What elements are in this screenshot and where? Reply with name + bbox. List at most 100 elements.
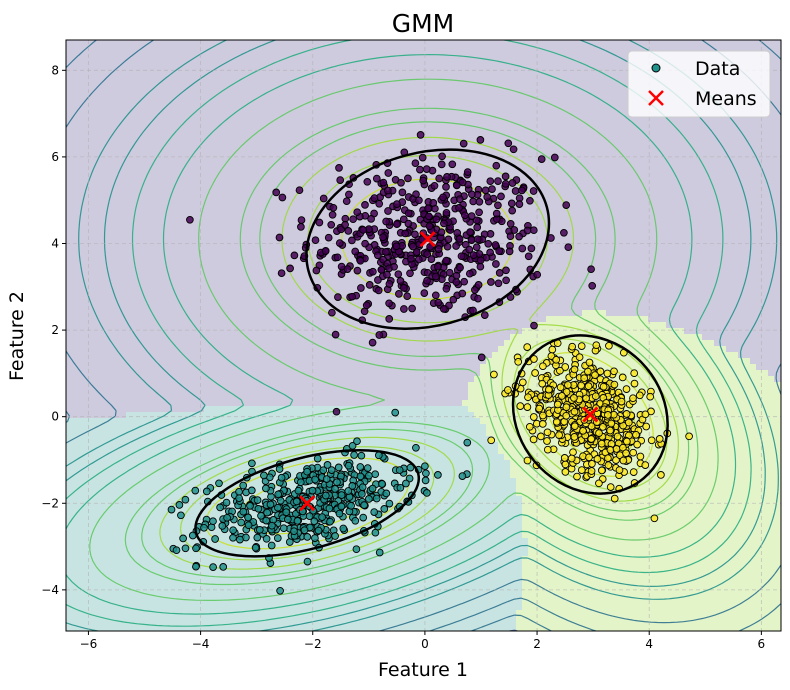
region-cell-cluster-1 [750, 130, 757, 137]
region-cell-cluster-1 [492, 70, 499, 77]
region-cell-cluster-1 [540, 148, 547, 155]
region-cell-cluster-1 [594, 148, 601, 155]
region-cell-cluster-1 [510, 250, 517, 257]
region-cell-cluster-1 [138, 136, 145, 143]
region-cell-cluster-1 [696, 250, 703, 257]
region-cell-cluster-1 [420, 94, 427, 101]
region-cell-cluster-1 [702, 250, 709, 257]
region-cell-cluster-1 [228, 100, 235, 107]
region-cell-cluster-1 [90, 196, 97, 203]
region-cell-cluster-1 [228, 214, 235, 221]
region-cell-cluster-1 [768, 256, 775, 263]
region-cell-cluster-1 [264, 64, 271, 71]
region-cell-cluster-1 [648, 238, 655, 245]
region-cell-cluster-1 [708, 118, 715, 125]
region-cell-cluster-1 [204, 262, 211, 269]
region-cell-cluster-1 [354, 178, 361, 185]
region-cell-cluster-1 [708, 250, 715, 257]
region-cell-cluster-1 [372, 262, 379, 269]
region-cell-cluster-1 [774, 154, 781, 161]
region-cell-cluster-1 [342, 88, 349, 95]
region-cell-cluster-1 [612, 172, 619, 179]
region-cell-cluster-1 [348, 220, 355, 227]
region-cell-cluster-1 [72, 58, 79, 65]
region-cell-cluster-1 [300, 238, 307, 245]
region-cell-cluster-1 [270, 256, 277, 263]
region-cell-cluster-1 [288, 190, 295, 197]
region-cell-cluster-1 [264, 100, 271, 107]
region-cell-cluster-1 [504, 136, 511, 143]
region-cell-cluster-1 [642, 274, 649, 281]
region-cell-cluster-1 [498, 274, 505, 281]
region-cell-cluster-1 [396, 262, 403, 269]
region-cell-cluster-1 [162, 58, 169, 65]
region-cell-cluster-1 [522, 280, 529, 287]
region-cell-cluster-1 [180, 214, 187, 221]
region-cell-cluster-1 [150, 76, 157, 83]
region-cell-cluster-1 [354, 190, 361, 197]
region-cell-cluster-1 [276, 166, 283, 173]
region-cell-cluster-1 [288, 274, 295, 281]
region-cell-cluster-1 [432, 130, 439, 137]
region-cell-cluster-1 [468, 142, 475, 149]
region-cell-cluster-1 [600, 244, 607, 251]
region-cell-cluster-1 [648, 142, 655, 149]
region-cell-cluster-1 [138, 160, 145, 167]
region-cell-cluster-1 [390, 52, 397, 59]
region-cell-cluster-1 [294, 166, 301, 173]
region-cell-cluster-1 [84, 220, 91, 227]
region-cell-cluster-1 [480, 202, 487, 209]
region-cell-cluster-1 [108, 238, 115, 245]
region-cell-cluster-1 [312, 172, 319, 179]
region-cell-cluster-1 [486, 208, 493, 215]
region-cell-cluster-1 [456, 64, 463, 71]
region-cell-cluster-1 [270, 82, 277, 89]
region-cell-cluster-1 [510, 124, 517, 131]
region-cell-cluster-1 [114, 208, 121, 215]
region-cell-cluster-1 [318, 232, 325, 239]
region-cell-cluster-1 [126, 130, 133, 137]
region-cell-cluster-1 [192, 244, 199, 251]
region-cell-cluster-1 [690, 166, 697, 173]
region-cell-cluster-1 [564, 88, 571, 95]
region-cell-cluster-1 [408, 124, 415, 131]
region-cell-cluster-1 [102, 160, 109, 167]
region-cell-cluster-1 [708, 220, 715, 227]
region-cell-cluster-1 [258, 148, 265, 155]
region-cell-cluster-1 [660, 166, 667, 173]
region-cell-cluster-1 [408, 286, 415, 293]
region-cell-cluster-1 [690, 154, 697, 161]
region-cell-cluster-1 [480, 154, 487, 161]
region-cell-cluster-1 [204, 184, 211, 191]
region-cell-cluster-1 [576, 124, 583, 131]
region-cell-cluster-1 [282, 274, 289, 281]
region-cell-cluster-1 [480, 76, 487, 83]
region-cell-cluster-1 [720, 274, 727, 281]
region-cell-cluster-1 [186, 130, 193, 137]
region-cell-cluster-1 [702, 178, 709, 185]
region-cell-cluster-1 [120, 136, 127, 143]
region-cell-cluster-1 [258, 286, 265, 293]
region-cell-cluster-1 [516, 70, 523, 77]
region-cell-cluster-1 [114, 136, 121, 143]
region-cell-cluster-1 [714, 172, 721, 179]
region-cell-cluster-1 [186, 64, 193, 71]
region-cell-cluster-1 [168, 94, 175, 101]
region-cell-cluster-1 [678, 160, 685, 167]
region-cell-cluster-1 [750, 196, 757, 203]
region-cell-cluster-1 [768, 250, 775, 257]
region-cell-cluster-1 [300, 58, 307, 65]
region-cell-cluster-1 [258, 124, 265, 131]
region-cell-cluster-1 [702, 280, 709, 287]
region-cell-cluster-1 [570, 214, 577, 221]
region-cell-cluster-1 [702, 136, 709, 143]
region-cell-cluster-1 [120, 94, 127, 101]
region-cell-cluster-1 [684, 220, 691, 227]
region-cell-cluster-1 [150, 244, 157, 251]
region-cell-cluster-1 [648, 160, 655, 167]
region-cell-cluster-1 [600, 76, 607, 83]
region-cell-cluster-1 [480, 172, 487, 179]
region-cell-cluster-1 [258, 94, 265, 101]
region-cell-cluster-1 [756, 40, 763, 47]
region-cell-cluster-1 [384, 154, 391, 161]
